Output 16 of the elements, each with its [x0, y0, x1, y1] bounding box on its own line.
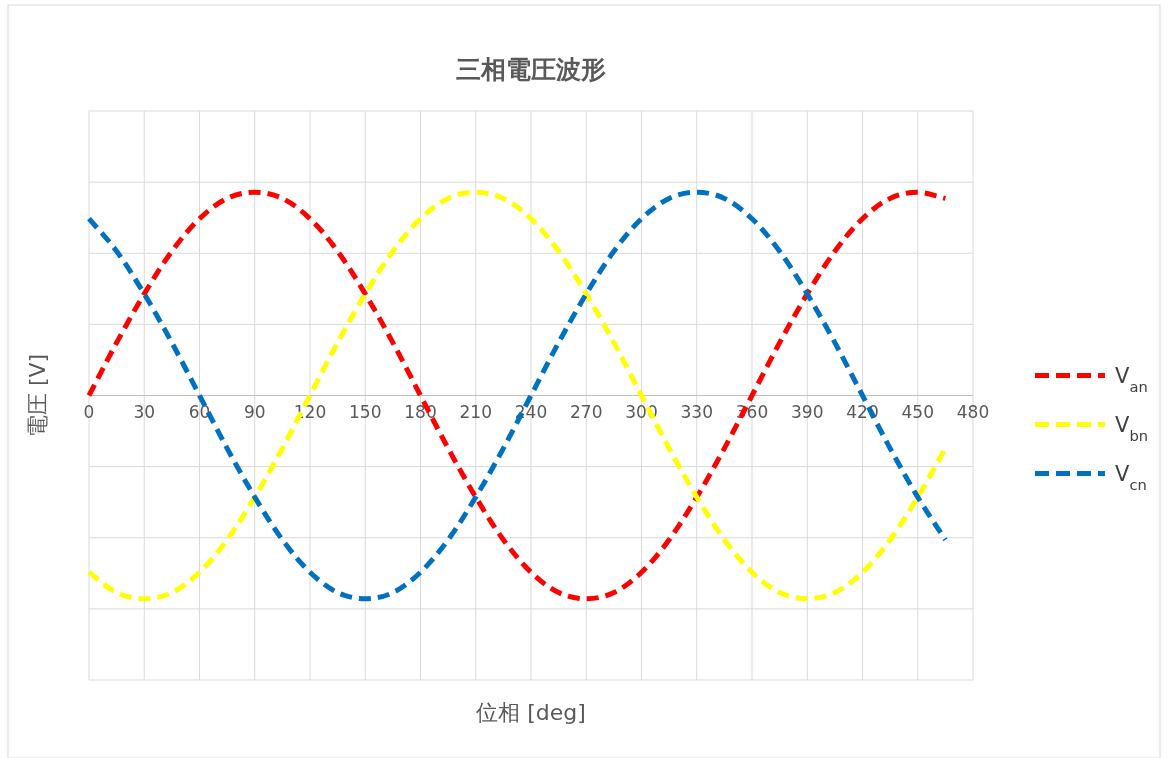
x-tick-label: 0 — [83, 401, 95, 422]
legend-label: V$_{cn}$ — [1115, 461, 1147, 492]
x-tick-label: 330 — [680, 401, 713, 422]
y-axis-title: 電圧 [V] — [25, 353, 50, 438]
legend-label: V$_{bn}$ — [1115, 412, 1149, 443]
x-tick-label: 90 — [243, 401, 266, 422]
legend-label: V$_{an}$ — [1115, 363, 1148, 394]
x-tick-label: 150 — [349, 401, 382, 422]
x-tick-label: 450 — [901, 401, 934, 422]
x-tick-label: 210 — [459, 401, 492, 422]
chart-title: 三相電圧波形 — [456, 55, 606, 84]
x-tick-label: 270 — [570, 401, 603, 422]
x-tick-label: 480 — [956, 401, 990, 422]
x-tick-label: 390 — [791, 401, 824, 422]
x-axis-title: 位相 [deg] — [476, 700, 586, 725]
x-tick-label: 30 — [133, 401, 156, 422]
